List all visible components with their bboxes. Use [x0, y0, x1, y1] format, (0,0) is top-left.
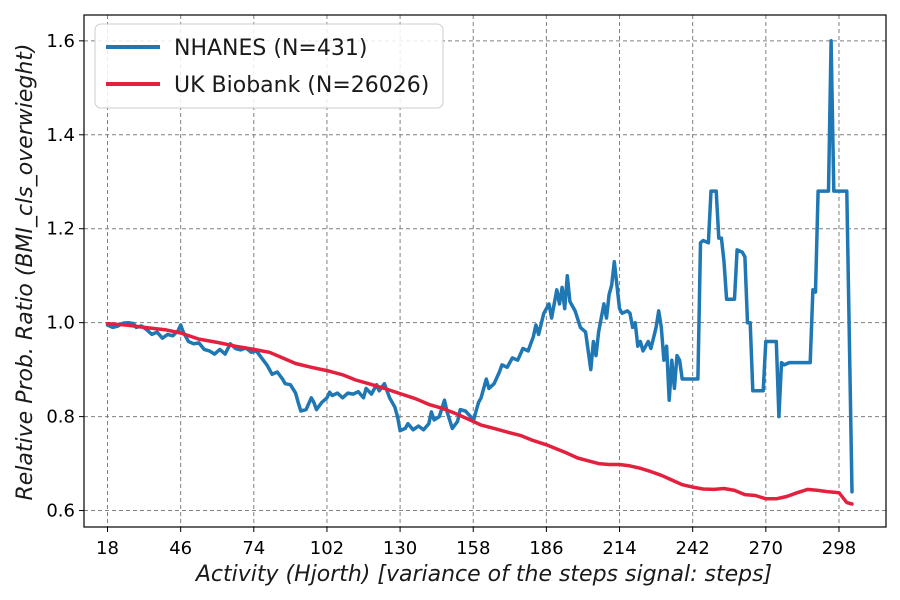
x-tick-label: 102 [310, 538, 344, 559]
legend: NHANES (N=431) UK Biobank (N=26026) [94, 23, 444, 109]
series-line-nhanes [105, 39, 854, 494]
x-tick-label: 74 [242, 538, 265, 559]
x-tick-label: 298 [822, 538, 856, 559]
y-tick-label: 0.8 [46, 407, 75, 428]
x-tick-label: 186 [529, 538, 563, 559]
x-tick-label: 270 [749, 538, 783, 559]
x-tick-label: 242 [676, 538, 710, 559]
y-tick-label: 0.6 [46, 501, 75, 522]
y-axis-label: Relative Prob. Ratio (BMI_cls_overwieght… [13, 43, 38, 500]
legend-label-uk-biobank: UK Biobank (N=26026) [174, 73, 429, 98]
tick-labels: 18 46 74 102 130 158 186 214 242 270 298 0.6 0.8 1.0 1… [46, 31, 856, 559]
series-line-uk-biobank [105, 321, 854, 506]
x-tick-label: 214 [602, 538, 636, 559]
series-lines [105, 39, 854, 506]
y-tick-label: 1.2 [46, 219, 75, 240]
y-tick-label: 1.0 [46, 313, 75, 334]
y-tick-label: 1.6 [46, 31, 75, 52]
x-tick-label: 158 [456, 538, 490, 559]
legend-box [94, 23, 444, 109]
x-tick-label: 18 [96, 538, 119, 559]
y-tick-label: 1.4 [46, 125, 75, 146]
legend-label-nhanes: NHANES (N=431) [174, 36, 367, 61]
plot-frame [83, 14, 887, 528]
x-tick-label: 130 [383, 538, 417, 559]
x-tick-label: 46 [169, 538, 192, 559]
x-axis-label: Activity (Hjorth) [variance of the steps… [194, 562, 772, 587]
